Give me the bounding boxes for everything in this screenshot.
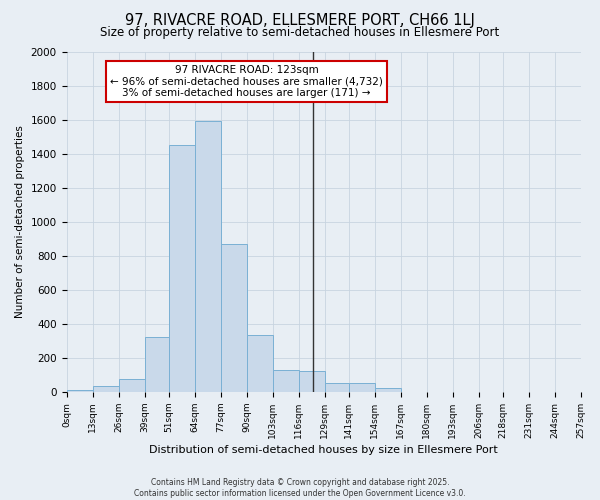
Bar xyxy=(325,382,349,392)
Y-axis label: Number of semi-detached properties: Number of semi-detached properties xyxy=(15,126,25,318)
Bar xyxy=(145,338,169,392)
Bar xyxy=(169,145,194,392)
Text: 97, RIVACRE ROAD, ELLESMERE PORT, CH66 1LJ: 97, RIVACRE ROAD, ELLESMERE PORT, CH66 1… xyxy=(125,12,475,28)
Bar xyxy=(92,386,119,392)
Text: Contains HM Land Registry data © Crown copyright and database right 2025.
Contai: Contains HM Land Registry data © Crown c… xyxy=(134,478,466,498)
Text: 97 RIVACRE ROAD: 123sqm
← 96% of semi-detached houses are smaller (4,732)
3% of : 97 RIVACRE ROAD: 123sqm ← 96% of semi-de… xyxy=(110,65,383,98)
Bar xyxy=(221,244,247,392)
Bar xyxy=(272,370,299,392)
Bar xyxy=(374,388,401,392)
Bar xyxy=(194,122,221,392)
Text: Size of property relative to semi-detached houses in Ellesmere Port: Size of property relative to semi-detach… xyxy=(100,26,500,39)
X-axis label: Distribution of semi-detached houses by size in Ellesmere Port: Distribution of semi-detached houses by … xyxy=(149,445,498,455)
Bar xyxy=(67,390,92,392)
Bar xyxy=(119,379,145,392)
Bar xyxy=(349,384,374,392)
Bar xyxy=(299,370,325,392)
Bar xyxy=(247,335,272,392)
